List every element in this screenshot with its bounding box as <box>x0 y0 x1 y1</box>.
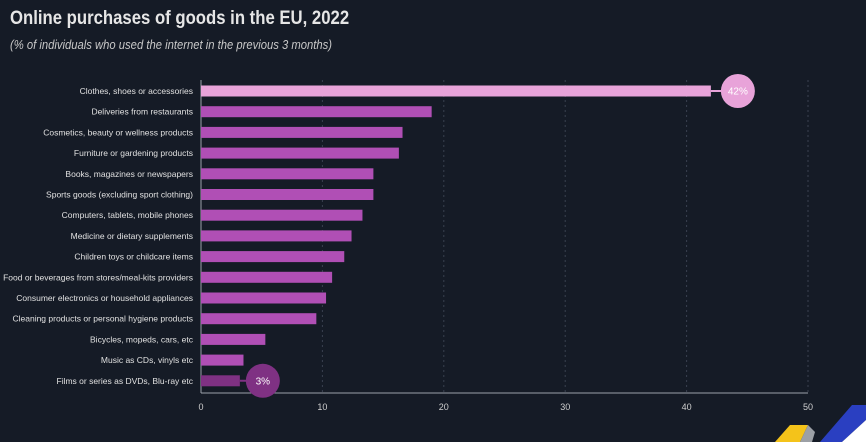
bar <box>201 292 327 304</box>
bar <box>201 126 403 138</box>
category-label: Cleaning products or personal hygiene pr… <box>12 314 193 324</box>
logo-gray <box>800 425 815 442</box>
category-label: Cosmetics, beauty or wellness products <box>43 127 193 137</box>
category-label: Music as CDs, vinyls etc <box>101 355 194 365</box>
bar <box>201 189 374 200</box>
data-label-bubble <box>245 363 280 398</box>
data-label-bubble <box>720 74 755 108</box>
category-label: Sports goods (excluding sport clothing) <box>46 190 193 200</box>
category-label: Consumer electronics or household applia… <box>16 293 193 303</box>
data-label: 42% <box>728 87 748 98</box>
logo-white <box>842 420 866 442</box>
category-label: Computers, tablets, mobile phones <box>62 210 193 220</box>
bar <box>201 85 711 97</box>
x-tick-label: 10 <box>317 402 327 412</box>
x-tick-label: 30 <box>560 402 570 412</box>
x-tick-label: 50 <box>803 402 813 412</box>
bar <box>201 209 363 221</box>
category-label: Deliveries from restaurants <box>91 107 193 117</box>
category-label: Food or beverages from stores/meal-kits … <box>3 272 193 282</box>
category-label: Films or series as DVDs, Blu-ray etc <box>57 376 194 386</box>
data-label: 3% <box>256 376 271 387</box>
bar <box>201 354 244 366</box>
bar <box>201 230 352 242</box>
bar <box>201 271 333 283</box>
x-tick-label: 0 <box>198 402 203 412</box>
bar <box>201 168 374 180</box>
category-label: Furniture or gardening products <box>74 148 193 158</box>
logo-yellow <box>775 425 808 442</box>
x-tick-label: 40 <box>682 402 692 412</box>
logo-blue <box>820 405 866 442</box>
category-label: Clothes, shoes or accessories <box>80 86 193 96</box>
bar <box>201 147 399 159</box>
category-label: Children toys or childcare items <box>74 252 193 262</box>
bar <box>201 333 266 345</box>
bar <box>201 106 432 118</box>
category-label: Bicycles, mopeds, cars, etc <box>90 334 194 344</box>
bar <box>201 313 317 325</box>
bar <box>201 251 345 263</box>
bar <box>201 375 240 387</box>
chart-subtitle: (% of individuals who used the internet … <box>10 38 333 52</box>
category-label: Books, magazines or newspapers <box>65 169 193 179</box>
category-label: Medicine or dietary supplements <box>71 231 193 241</box>
chart-title: Online purchases of goods in the EU, 202… <box>10 8 350 29</box>
x-tick-label: 20 <box>439 402 449 412</box>
